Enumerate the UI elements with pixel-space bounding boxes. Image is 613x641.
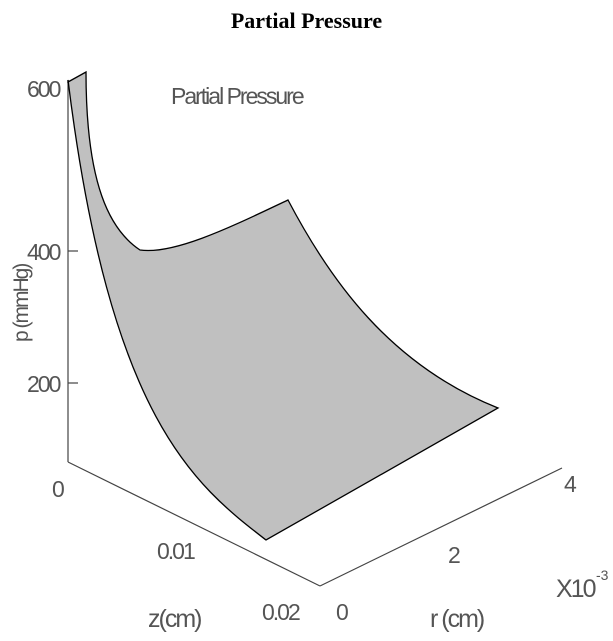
z-tick-label-0.02: 0.02	[262, 599, 300, 625]
z-axis-line	[67, 461, 321, 587]
p-tick-label-200: 200	[27, 371, 61, 397]
z-tick-label-0.01: 0.01	[157, 538, 195, 564]
r-multiplier: X10	[556, 575, 596, 603]
page-title: Partial Pressure	[230, 8, 383, 33]
z-tick-label-0: 0	[52, 476, 64, 502]
pressure-surface	[67, 70, 500, 541]
p-tick-label-400: 400	[27, 239, 61, 265]
r-tick-label-2: 2	[448, 542, 460, 568]
r-axis-line	[319, 467, 563, 587]
inner-title: Partial Pressure	[171, 83, 304, 109]
z-axis-label: z(cm)	[148, 605, 201, 633]
axes	[67, 80, 563, 587]
r-tick-label-4: 4	[564, 471, 577, 497]
p-tick-label-600: 600	[27, 76, 61, 102]
r-multiplier-exponent: -3	[596, 567, 609, 583]
r-axis-label: r (cm)	[430, 605, 484, 633]
p-axis-label: p (mmHg)	[10, 264, 33, 342]
r-tick-label-0: 0	[336, 599, 348, 625]
